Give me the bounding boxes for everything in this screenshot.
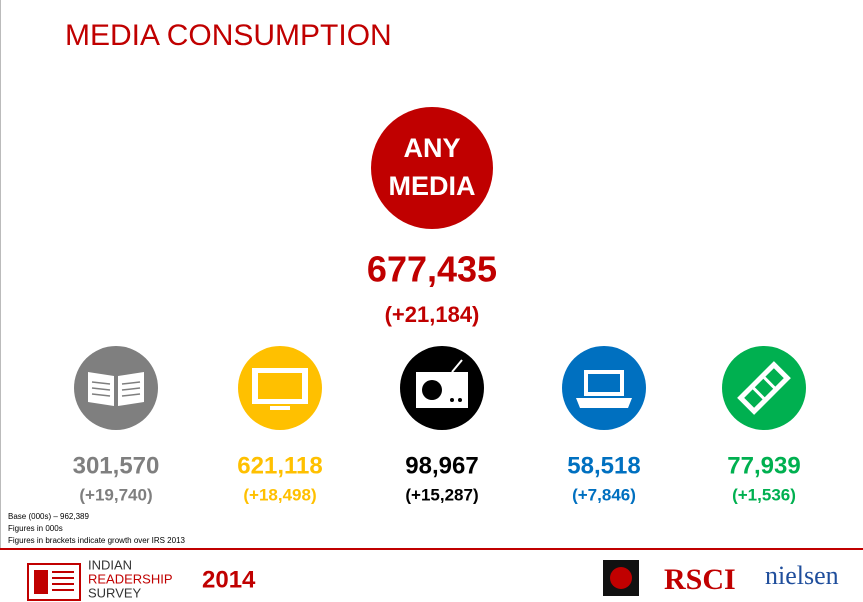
- hero-circle: [371, 107, 493, 229]
- logo-text: SURVEY: [88, 585, 142, 600]
- media-value: 58,518: [567, 452, 640, 479]
- hero-value: 677,435: [367, 249, 497, 290]
- note: Figures in brackets indicate growth over…: [8, 536, 186, 545]
- partner-logo: RSCI: [664, 563, 736, 596]
- media-value: 621,118: [237, 452, 322, 479]
- note: Base (000s) – 962,389: [8, 512, 89, 521]
- laptop-icon: [562, 346, 646, 430]
- media-value: 98,967: [405, 452, 478, 479]
- media-growth: (+1,536): [732, 485, 796, 504]
- note: Figures in 000s: [8, 524, 63, 533]
- film-icon: [722, 346, 806, 430]
- media-value: 77,939: [727, 452, 800, 479]
- radio-icon: [400, 346, 484, 430]
- media-value: 301,570: [73, 452, 160, 479]
- media-growth: (+18,498): [243, 485, 316, 504]
- year: 2014: [202, 566, 256, 593]
- partner-logo: nielsen: [765, 561, 839, 590]
- mruc-logo: [603, 560, 639, 596]
- tv-icon: [238, 346, 322, 430]
- media-growth: (+15,287): [405, 485, 478, 504]
- logo-text: READERSHIP: [88, 571, 173, 586]
- logo-text: INDIAN: [88, 557, 132, 572]
- media-growth: (+19,740): [79, 485, 152, 504]
- title: MEDIA CONSUMPTION: [65, 19, 392, 52]
- newspaper-icon: [74, 346, 158, 430]
- hero-label: ANY: [403, 133, 460, 163]
- irs-logo: [27, 563, 81, 601]
- hero-label: MEDIA: [389, 171, 476, 201]
- media-growth: (+7,846): [572, 485, 636, 504]
- hero-growth: (+21,184): [385, 302, 480, 327]
